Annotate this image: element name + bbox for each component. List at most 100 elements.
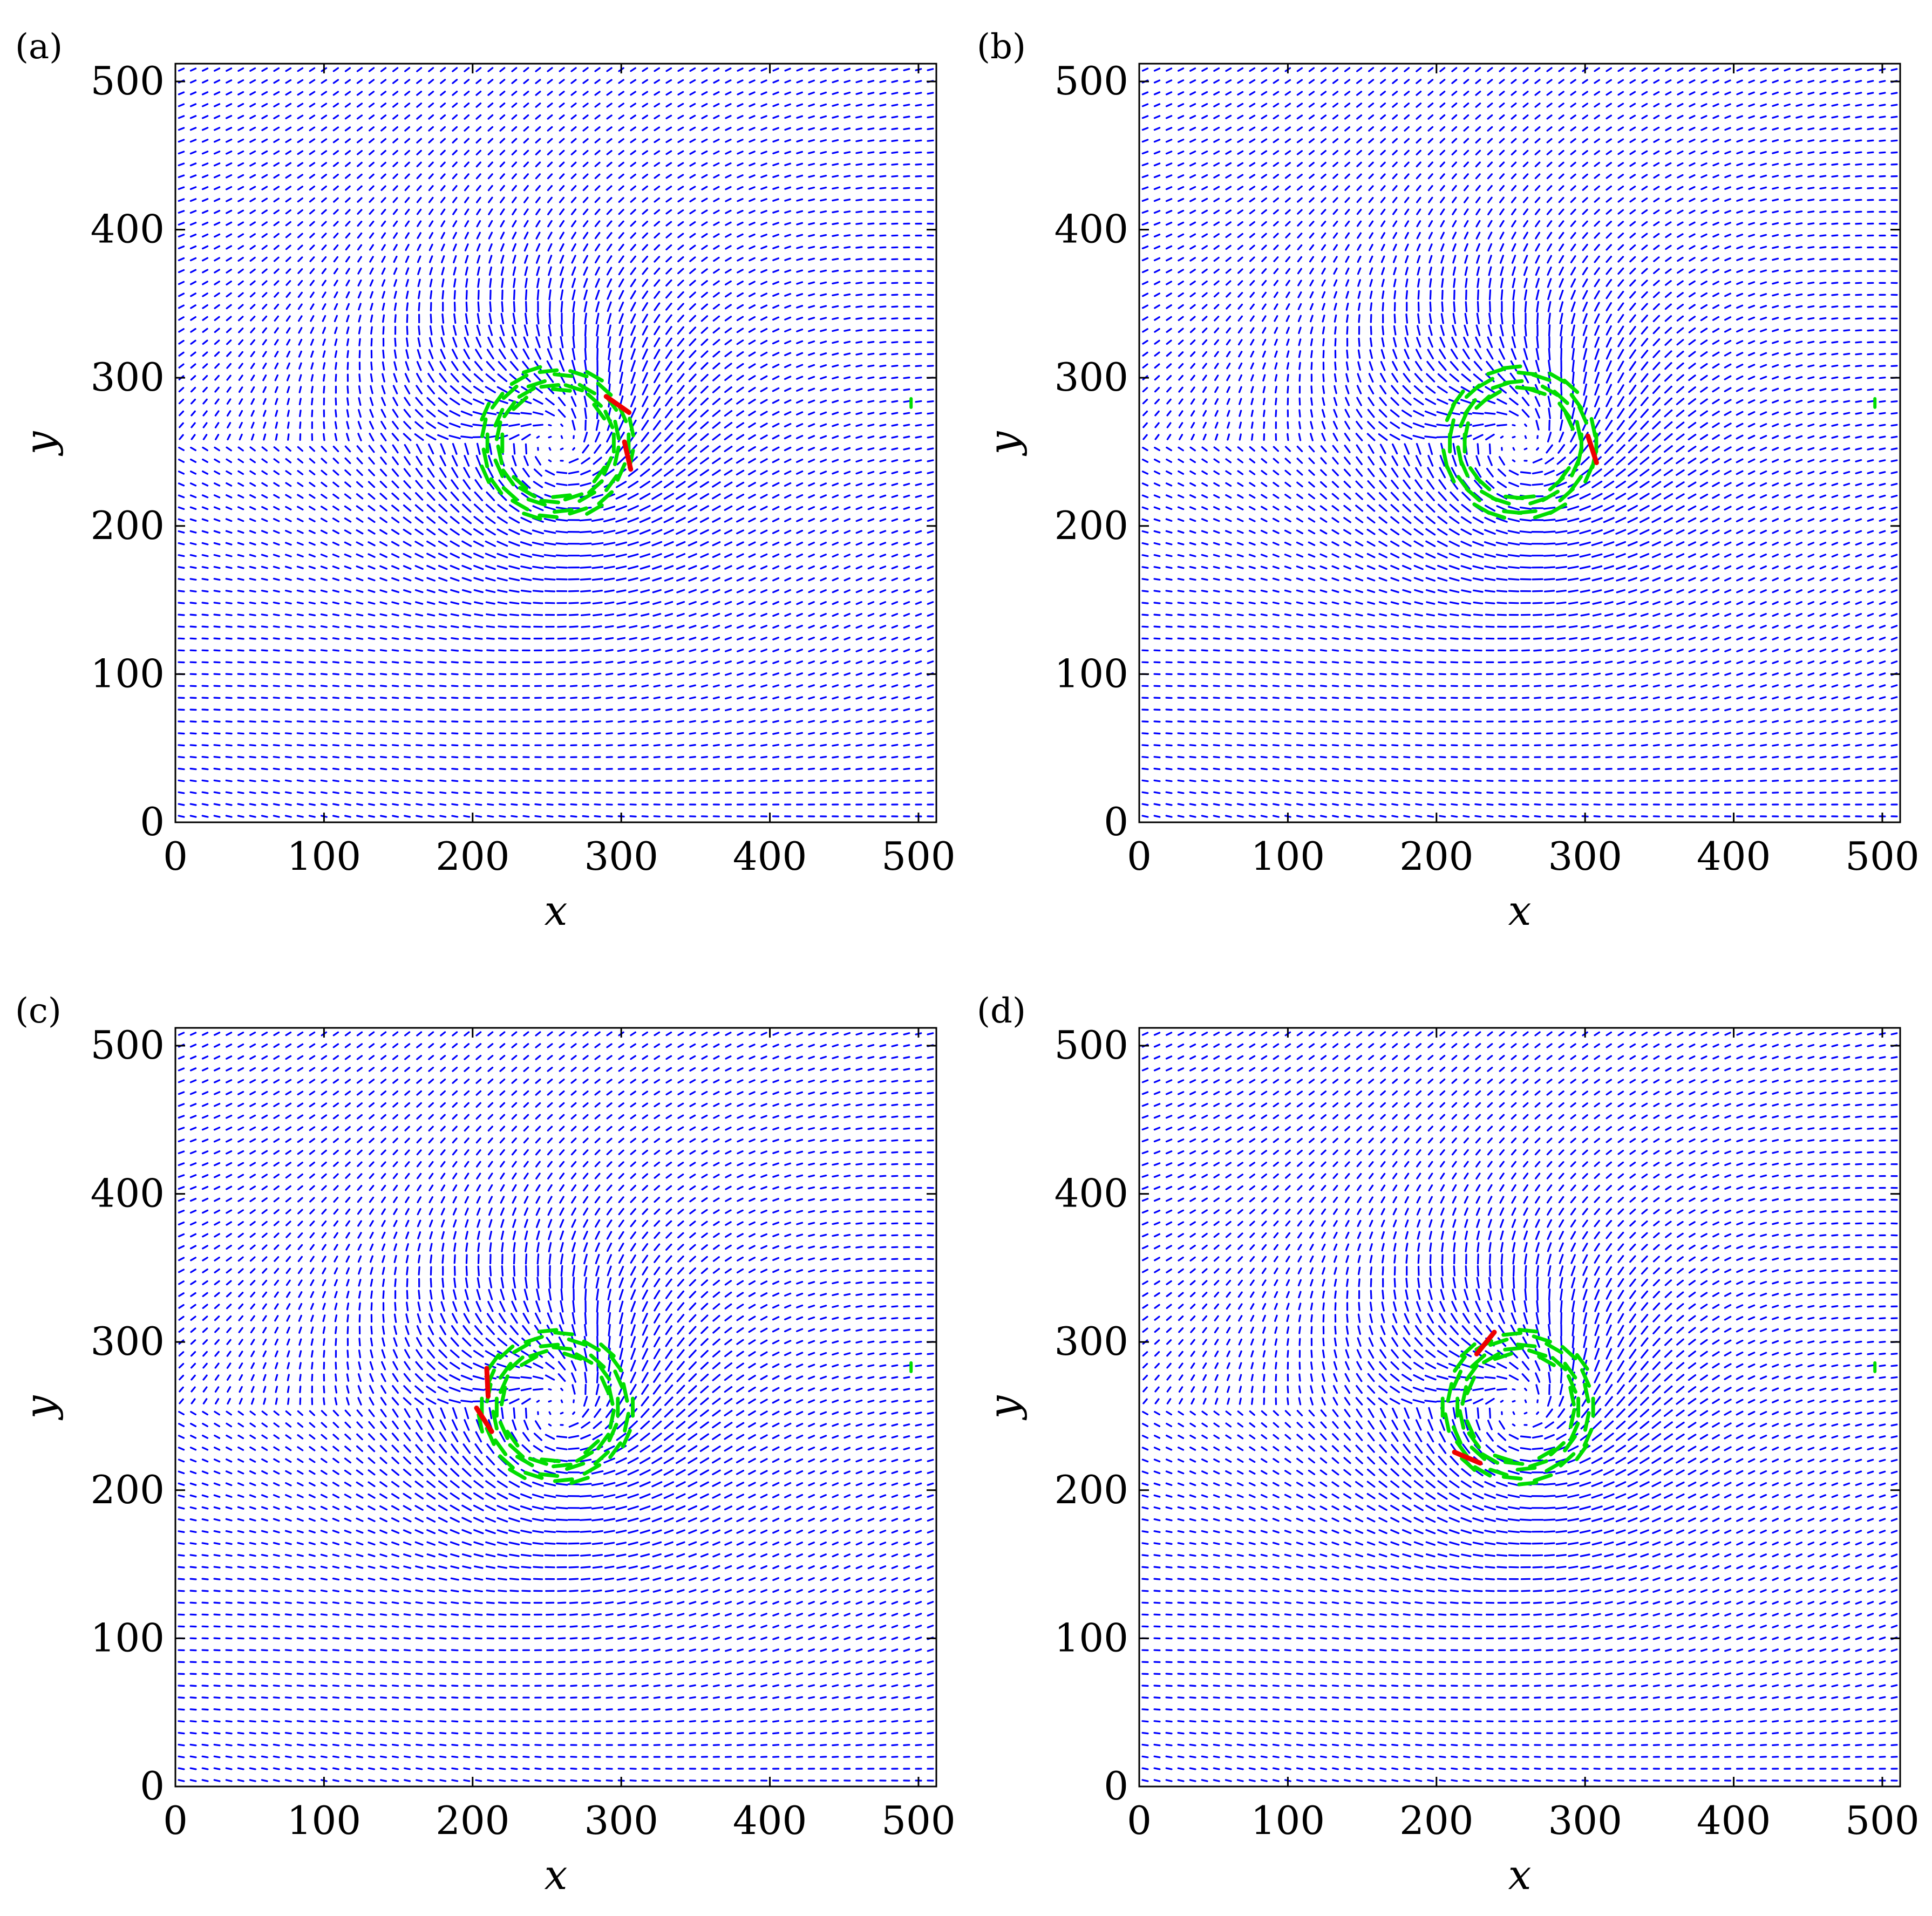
ring-arrow [1465, 1419, 1476, 1439]
ring-arrow [1569, 1408, 1576, 1429]
y-tick-label: 100 [1055, 1615, 1128, 1660]
ring-arrow [1480, 1452, 1500, 1465]
ring-arrow [517, 386, 536, 399]
ring-arrow [526, 379, 547, 388]
x-tick-label: 300 [1548, 1798, 1622, 1843]
ring-arrow [1582, 1428, 1594, 1448]
y-tick-label: 400 [91, 207, 165, 252]
ring-arrow [1465, 487, 1481, 502]
ring-arrow [1583, 1382, 1590, 1403]
y-tick-label: 400 [1055, 207, 1128, 252]
ring-arrow [537, 1328, 559, 1334]
y-tick-label: 0 [140, 1763, 165, 1809]
vector-field [178, 1031, 934, 1782]
ring-arrow [582, 1463, 602, 1476]
vortex-ring [477, 1328, 635, 1485]
ring-arrow [608, 1408, 616, 1430]
vortex-ring [1441, 364, 1598, 520]
ring-arrow [501, 468, 515, 487]
ring-arrow [1458, 458, 1470, 478]
ring-arrow [1560, 1345, 1577, 1361]
ring-arrow [1566, 1374, 1577, 1394]
ring-arrow [1465, 1375, 1477, 1395]
ring-arrow [538, 368, 559, 374]
panel-label: (b) [977, 27, 1026, 67]
ring-arrow [501, 486, 519, 502]
y-tick-label: 300 [1055, 354, 1128, 400]
ticks [174, 64, 936, 823]
panel-label: (c) [15, 991, 62, 1031]
x-tick-label: 200 [436, 1798, 509, 1843]
x-tick-label: 200 [1399, 834, 1473, 879]
x-tick-label: 0 [1127, 1798, 1152, 1843]
ring-arrow [1458, 408, 1470, 428]
x-tick-label: 100 [287, 1798, 361, 1843]
ticks [1138, 1028, 1900, 1788]
ring-arrow [574, 1352, 594, 1365]
y-axis-label: y [979, 1395, 1028, 1420]
y-axis-label: y [16, 431, 64, 456]
ring-arrow [1556, 466, 1571, 484]
ring-arrow [498, 1454, 515, 1470]
ring-arrow [518, 486, 537, 499]
vector-field [1141, 1031, 1898, 1782]
ring-arrow [1445, 463, 1456, 484]
ring-arrow [607, 1422, 618, 1442]
ring-arrow [597, 1363, 611, 1381]
ring-arrow [1446, 1382, 1454, 1403]
ring-arrow [499, 1374, 509, 1394]
x-tick-label: 300 [584, 1798, 658, 1843]
ring-arrow [628, 417, 635, 438]
ring-arrow [553, 1477, 574, 1483]
ring-arrow [1488, 1468, 1509, 1477]
x-axis-label: x [1508, 1851, 1532, 1899]
ring-arrow [528, 1456, 548, 1466]
ring-arrow [539, 499, 560, 504]
ring-arrow [502, 400, 516, 419]
defect-arrow [484, 1366, 491, 1399]
ring-arrow [569, 1476, 590, 1485]
ring-arrow [480, 401, 491, 422]
ring-arrow [1549, 1441, 1566, 1457]
ticks [1138, 64, 1900, 823]
ring-arrow [1470, 1353, 1487, 1369]
ring-arrow [1528, 1459, 1548, 1469]
ring-arrow [493, 408, 505, 428]
x-tick-label: 500 [881, 834, 955, 879]
ring-arrow [1583, 1411, 1591, 1432]
ring-arrow [582, 1339, 601, 1352]
ring-arrow [523, 1335, 544, 1344]
ring-arrow [586, 392, 603, 408]
ring-arrow [1550, 1356, 1568, 1372]
ring-arrow [583, 1439, 600, 1455]
ring-arrow [498, 1362, 513, 1380]
ring-arrow [552, 372, 574, 378]
ring-arrow [592, 403, 607, 421]
ring-arrow [1491, 496, 1511, 506]
ring-arrow [1545, 1460, 1563, 1473]
ring-arrow [1482, 1352, 1501, 1365]
ring-arrow [1537, 1447, 1556, 1460]
ring-arrow [1532, 1334, 1552, 1344]
ring-arrow [563, 383, 584, 393]
y-tick-label: 0 [1104, 1763, 1128, 1809]
ring-arrow [600, 1375, 611, 1395]
ring-arrow [508, 1468, 527, 1480]
ring-arrow [1589, 417, 1597, 438]
ring-arrow [1533, 1473, 1553, 1483]
ring-arrow [552, 508, 574, 514]
ring-arrow [1474, 476, 1492, 492]
y-tick-label: 100 [1055, 651, 1128, 696]
ring-arrow [585, 503, 604, 516]
x-tick-label: 300 [1548, 834, 1622, 879]
ring-arrow [575, 1450, 594, 1463]
ring-arrow [1545, 1342, 1563, 1354]
plot-frame [1138, 1027, 1901, 1788]
y-tick-label: 300 [91, 354, 165, 400]
ring-arrow [1501, 1331, 1523, 1337]
ring-arrow [551, 493, 572, 499]
ring-arrow [608, 1441, 622, 1460]
x-axis-label: x [545, 1851, 568, 1899]
ring-arrow [1548, 502, 1567, 515]
y-tick-label: 200 [91, 1467, 165, 1512]
